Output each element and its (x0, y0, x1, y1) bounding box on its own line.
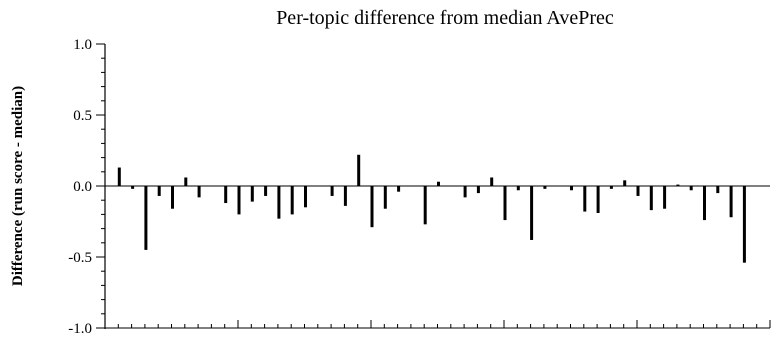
bar (676, 184, 680, 186)
bar (663, 186, 667, 209)
bar (623, 180, 627, 186)
chart-title: Per-topic difference from median AvePrec (276, 7, 614, 29)
bar (596, 186, 600, 213)
y-axis-label: Difference (run score - median) (10, 86, 26, 286)
bar (490, 177, 494, 186)
plot-area: -1.0 -0.5 0.0 0.5 1.0 (68, 37, 771, 337)
bar (703, 186, 706, 221)
bar (343, 186, 347, 206)
y-tick-label: 0.0 (73, 179, 92, 195)
bar (397, 186, 401, 192)
bar (503, 186, 507, 221)
bar (184, 177, 188, 186)
bar (304, 186, 307, 208)
bar (171, 186, 174, 209)
bar (689, 186, 693, 191)
bar (583, 186, 587, 212)
bar (224, 186, 228, 204)
bar (383, 186, 387, 209)
bar (543, 186, 547, 189)
y-tick-label: -0.5 (68, 250, 92, 266)
bar (250, 186, 254, 202)
bar (264, 186, 268, 196)
bar (742, 186, 746, 263)
bar (290, 186, 294, 215)
bar (131, 186, 135, 189)
bar (423, 186, 427, 225)
y-tick-label: 0.5 (73, 108, 92, 124)
bar (437, 181, 440, 186)
bar (716, 186, 720, 194)
bar (463, 186, 467, 198)
bar (370, 186, 374, 228)
bar (330, 186, 334, 196)
bar (729, 186, 733, 218)
bar (197, 186, 201, 198)
bar (144, 186, 148, 250)
y-tick-label: 1.0 (73, 37, 92, 53)
bar (357, 154, 361, 186)
bar (476, 186, 480, 194)
bar (237, 186, 241, 215)
bar (157, 186, 161, 196)
y-tick-label: -1.0 (68, 321, 92, 337)
bar (636, 186, 640, 196)
bar (570, 186, 573, 191)
bar (117, 167, 121, 186)
bar (530, 186, 534, 240)
bar (609, 186, 613, 189)
bar (277, 186, 281, 219)
bar (649, 186, 653, 211)
bar (516, 186, 520, 191)
